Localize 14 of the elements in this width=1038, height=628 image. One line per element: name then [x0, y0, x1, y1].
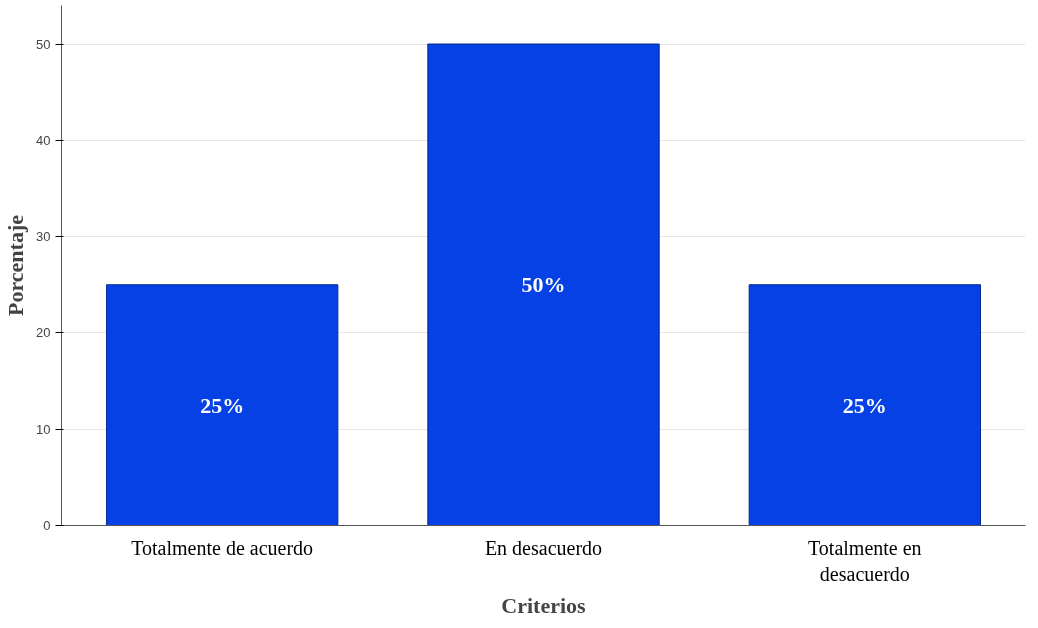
x-tick-label: Totalmente en desacuerdo [808, 536, 922, 585]
y-tick-label: 20 [36, 325, 51, 341]
y-tick-label: 40 [36, 132, 51, 148]
y-tick-label: 30 [36, 229, 51, 245]
y-tick-label: 50 [36, 36, 51, 52]
x-tick-label: Totalmente de acuerdo [131, 536, 314, 559]
x-axis-title: Criterios [501, 592, 587, 618]
y-tick-label: 0 [43, 518, 51, 533]
data-label: 25% [842, 392, 887, 418]
data-label: 25% [200, 392, 245, 418]
y-tick-label: 10 [36, 421, 51, 437]
data-label: 50% [521, 272, 566, 298]
x-tick-label: En desacuerdo [484, 536, 603, 559]
y-axis-title: Porcentaje [3, 214, 29, 316]
